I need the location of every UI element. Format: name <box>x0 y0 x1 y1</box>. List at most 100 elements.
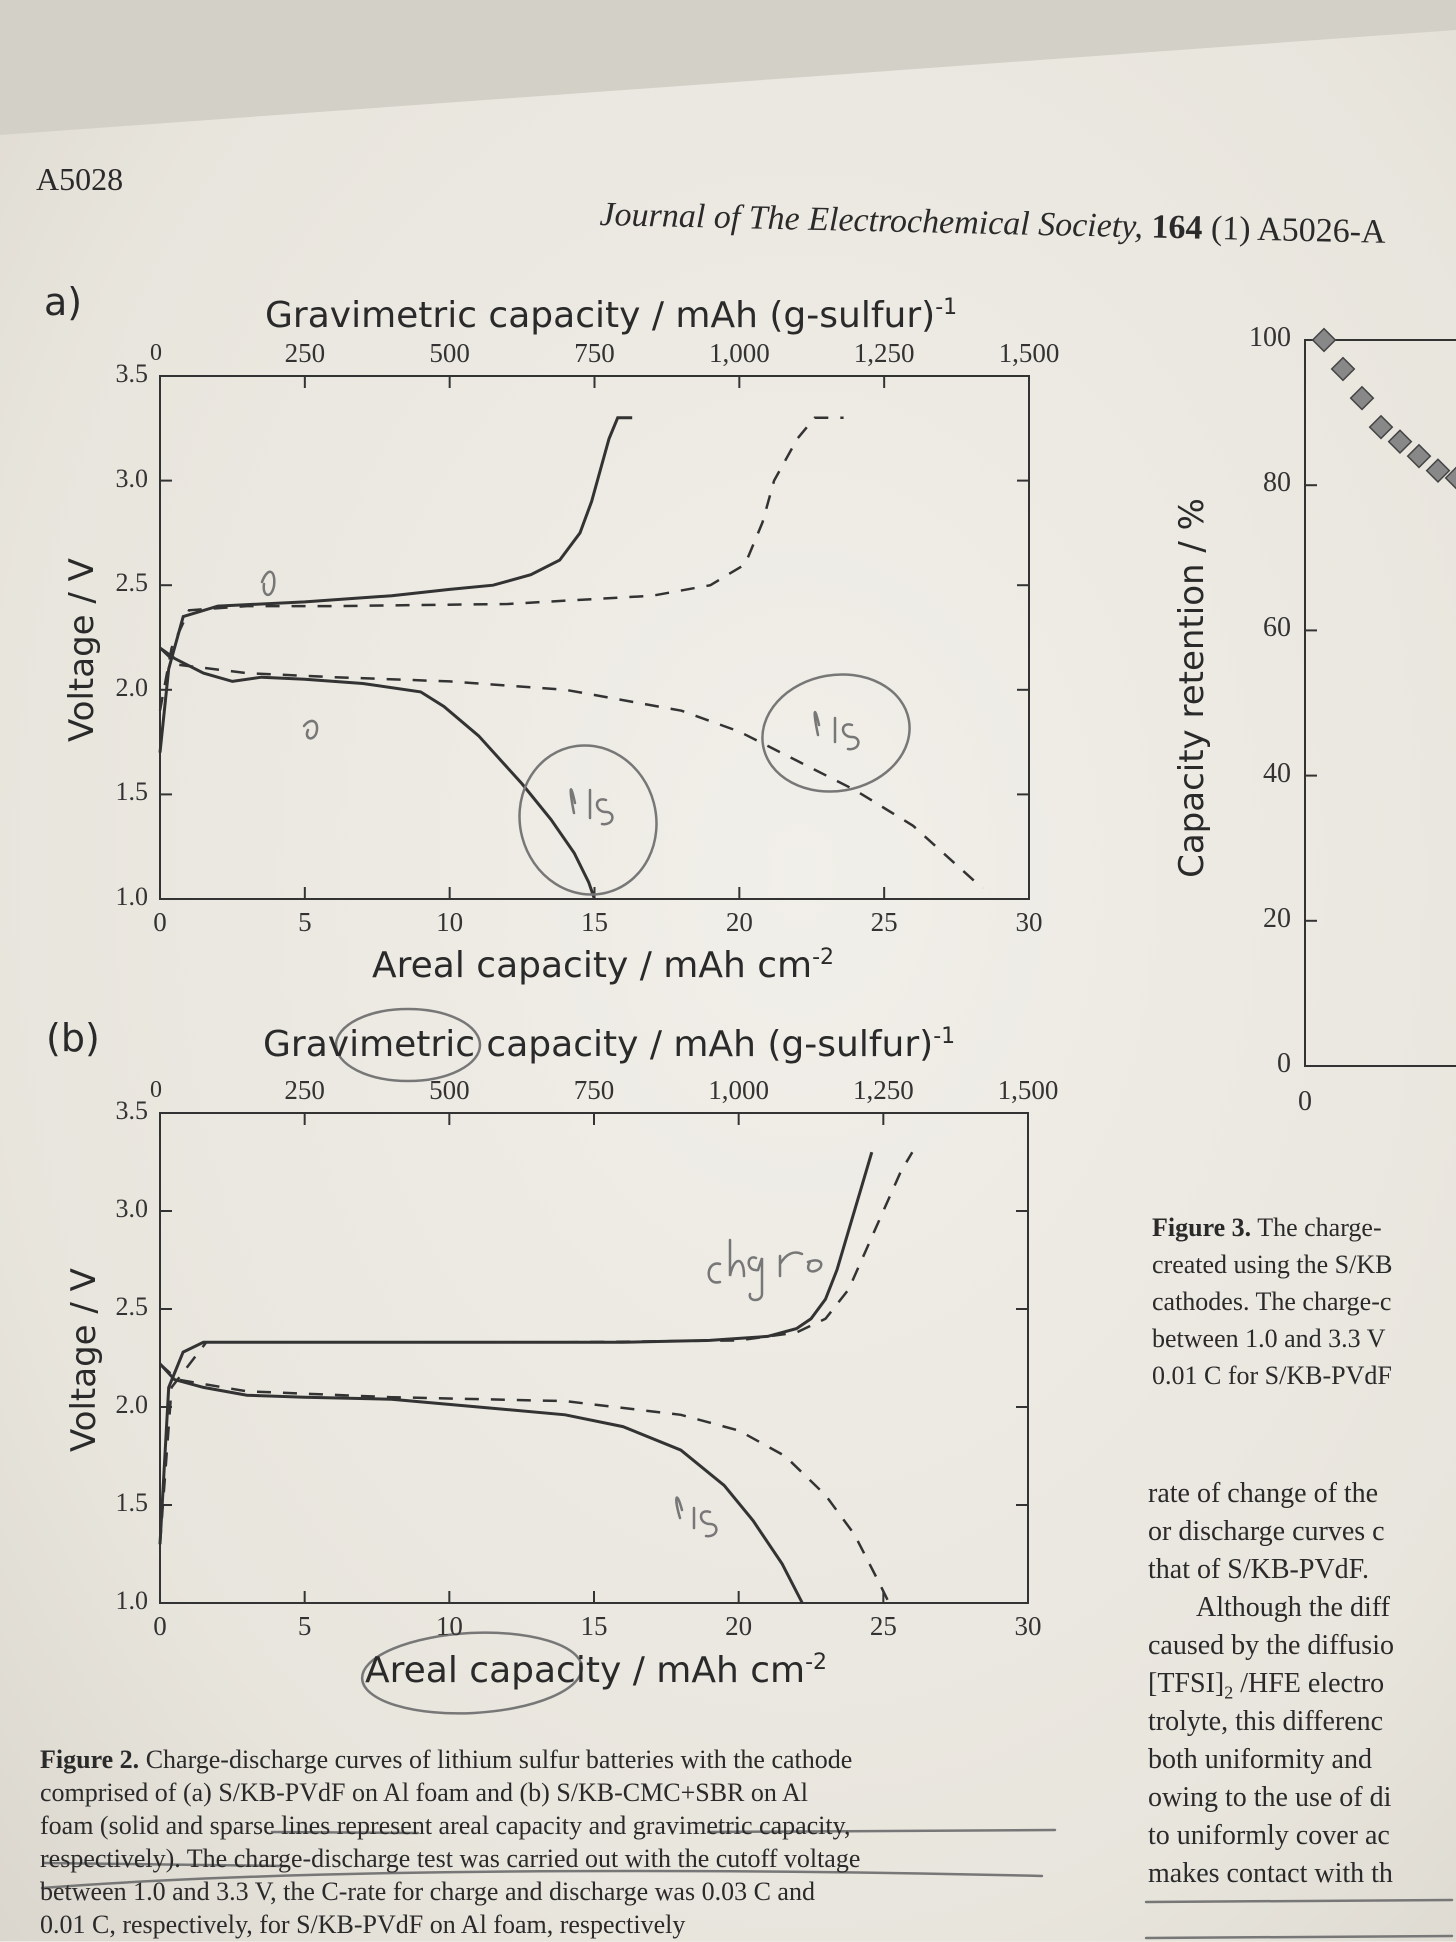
x-tick-label-b-1: 5 <box>297 1611 312 1641</box>
x2-tick-label-b-1: 250 <box>284 1075 325 1105</box>
figure3-label: Figure 3. <box>1152 1213 1252 1242</box>
panel-c-marker <box>1444 465 1456 491</box>
panel-b-top-axis-title: Gravimetric capacity / mAh (g-sulfur)-1 <box>263 1024 955 1065</box>
x2-tick-label-b-0: 0 <box>150 1077 162 1103</box>
body-line-9: owing to the use of di <box>1148 1782 1392 1813</box>
panel-b-label: (b) <box>46 1016 100 1060</box>
figure3-caption-line-2: created using the S/KB <box>1152 1250 1393 1279</box>
x-tick-label-b-3: 15 <box>580 1611 608 1641</box>
panel-a-bottom-axis-title: Areal capacity / mAh cm-2 <box>372 945 834 986</box>
figure2-caption-line-3: foam (solid and sparse lines represent a… <box>40 1811 851 1840</box>
figure2-caption-line-2: comprised of (a) S/KB-PVdF on Al foam an… <box>40 1778 808 1807</box>
body-line-2: or discharge curves c <box>1148 1516 1385 1547</box>
panel-c-marker <box>1425 458 1451 484</box>
y-tick-label-b-2: 2.0 <box>115 1390 149 1419</box>
x-tick-label-b-5: 25 <box>869 1611 897 1641</box>
panel-b-dashed-discharge-curve <box>159 1362 891 1604</box>
pen-circle-a2 <box>761 673 911 793</box>
y-tick-label-a-0: 1.0 <box>115 882 149 911</box>
figure2-label: Figure 2. <box>40 1745 140 1774</box>
figure3-text-1: The charge- <box>1251 1213 1382 1242</box>
pen-underline-4 <box>40 1869 1044 1890</box>
x2-tick-label-b-2: 500 <box>429 1075 470 1105</box>
x2-tick-label-b-4: 1,000 <box>708 1075 770 1105</box>
pen-dis-b <box>675 1496 718 1538</box>
pen-circle-b-axis <box>360 1631 584 1715</box>
pen-underline-5 <box>1144 1898 1454 1904</box>
c-y-tick-label-1: 20 <box>1263 902 1291 934</box>
body-line-1: rate of change of the <box>1148 1478 1379 1509</box>
x2-tick-label-a-3: 750 <box>574 338 615 368</box>
c-x-tick-label-0: 0 <box>1298 1086 1312 1117</box>
body-line-6-b: /HFE electro <box>1233 1668 1385 1699</box>
figure3-caption-line-4: between 1.0 and 3.3 V <box>1152 1324 1386 1353</box>
x2-tick-label-a-0: 0 <box>150 340 162 366</box>
pen-squiggle-a <box>260 570 276 596</box>
pen-annotations <box>40 570 1454 1940</box>
body-line-6: [TFSI]2 /HFE electro <box>1148 1666 1384 1711</box>
panel-c-marker <box>1311 327 1337 353</box>
pen-dis-a1 <box>569 788 614 826</box>
x-tick-label-a-3: 15 <box>581 907 608 937</box>
panel-a-label: a) <box>44 280 83 324</box>
x-tick-label-b-2: 10 <box>435 1611 463 1641</box>
panel-c-marker <box>1330 356 1356 382</box>
panel-b-top-axis-text: Gravimetric capacity / mAh (g-sulfur) <box>263 1024 934 1065</box>
panel-a-bottom-axis-exp: -2 <box>812 945 835 970</box>
x-tick-label-b-0: 0 <box>153 1611 167 1641</box>
pen-circle-b-grav <box>334 1007 482 1083</box>
panel-b-bottom-axis-title: Areal capacity / mAh cm-2 <box>365 1650 827 1691</box>
c-y-tick-label-2: 40 <box>1263 757 1291 789</box>
panel-b-solid-discharge-curve <box>158 1362 804 1604</box>
panel-c-markers <box>1311 327 1456 491</box>
panel-c-marker <box>1349 385 1375 411</box>
x2-tick-label-b-3: 750 <box>573 1075 615 1105</box>
page-number: A5028 <box>36 161 124 197</box>
panel-a-top-axis-text: Gravimetric capacity / mAh (g-sulfur) <box>265 295 936 336</box>
c-y-tick-label-3: 60 <box>1263 612 1291 644</box>
panel-a-dashed-charge-curve <box>158 416 844 711</box>
y-tick-label-b-1: 1.5 <box>115 1488 149 1517</box>
y-tick-label-a-4: 3.0 <box>115 463 149 493</box>
y-tick-label-b-0: 1.0 <box>115 1586 149 1615</box>
figure2-caption-line-6: 0.01 C, respectively, for S/KB-PVdF on A… <box>40 1910 686 1939</box>
panel-b-bottom-axis-text: Areal capacity / mAh cm <box>365 1650 806 1691</box>
panel-a-solid-discharge-curve <box>159 646 596 900</box>
figure3-caption-line-5: 0.01 C for S/KB-PVdF <box>1152 1361 1392 1390</box>
x2-tick-label-a-1: 250 <box>284 338 326 368</box>
x-tick-label-a-2: 10 <box>436 907 464 937</box>
panel-a-solid-charge-curve <box>158 416 633 753</box>
body-line-10: to uniformly cover ac <box>1148 1820 1390 1851</box>
y-tick-label-b-4: 3.0 <box>115 1194 149 1223</box>
panel-b-solid-charge-curve <box>158 1151 874 1545</box>
x-tick-label-a-0: 0 <box>153 907 167 937</box>
journal-volume: 164 <box>1151 208 1203 247</box>
c-y-tick-label-0: 0 <box>1277 1048 1291 1079</box>
x-tick-label-b-6: 30 <box>1014 1611 1042 1641</box>
chart-curves <box>158 416 984 1604</box>
y-tick-label-b-3: 2.5 <box>115 1292 149 1321</box>
pen-underline-6 <box>1144 1934 1454 1940</box>
pen-squiggle-b <box>302 719 319 740</box>
panel-b-top-axis-exp: -1 <box>933 1024 956 1049</box>
panel-b-dashed-charge-curve <box>158 1151 914 1545</box>
body-line-11: makes contact with th <box>1148 1858 1393 1889</box>
figure2-caption-line-1: Figure 2. Charge-discharge curves of lit… <box>40 1743 852 1777</box>
body-line-5: caused by the diffusio <box>1148 1630 1394 1661</box>
y-tick-label-a-5: 3.5 <box>115 359 149 388</box>
panel-c-plot-frame <box>1304 339 1456 1067</box>
body-line-6-a: [TFSI] <box>1148 1668 1225 1699</box>
x-tick-label-a-5: 25 <box>870 907 898 937</box>
figure3-caption-line-1: Figure 3. The charge- <box>1152 1213 1382 1243</box>
x2-tick-label-a-4: 1,000 <box>708 338 770 368</box>
x-tick-label-b-4: 20 <box>725 1611 753 1641</box>
y-tick-label-a-1: 1.5 <box>115 777 149 807</box>
journal-issue: (1) A5026-A <box>1202 209 1387 251</box>
panel-a-dashed-discharge-curve <box>159 647 984 890</box>
pen-underline-1 <box>270 1830 420 1835</box>
y-tick-label-b-5: 3.5 <box>115 1096 149 1125</box>
x2-tick-label-b-5: 1,250 <box>852 1075 914 1105</box>
body-line-7: trolyte, this differenc <box>1148 1706 1384 1737</box>
pen-underline-2 <box>706 1828 1057 1834</box>
